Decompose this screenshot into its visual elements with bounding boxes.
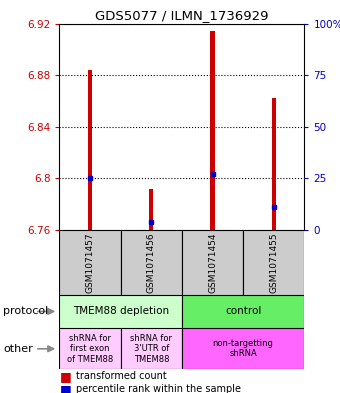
Bar xyxy=(59,230,121,295)
Bar xyxy=(210,31,215,230)
Text: transformed count: transformed count xyxy=(76,371,167,381)
Bar xyxy=(88,70,92,230)
Bar xyxy=(121,328,182,369)
Text: GSM1071455: GSM1071455 xyxy=(269,232,278,293)
Bar xyxy=(149,189,153,230)
Text: protocol: protocol xyxy=(3,307,49,316)
Text: shRNA for
3'UTR of
TMEM88: shRNA for 3'UTR of TMEM88 xyxy=(130,334,172,364)
Text: control: control xyxy=(225,307,261,316)
Bar xyxy=(182,328,304,369)
Text: shRNA for
first exon
of TMEM88: shRNA for first exon of TMEM88 xyxy=(67,334,113,364)
Text: ■: ■ xyxy=(59,369,71,383)
Bar xyxy=(182,230,243,295)
Text: GSM1071457: GSM1071457 xyxy=(86,232,95,293)
Text: ■: ■ xyxy=(59,382,71,393)
Bar xyxy=(182,295,304,328)
Bar xyxy=(243,230,304,295)
Text: non-targetting
shRNA: non-targetting shRNA xyxy=(212,339,274,358)
Text: GSM1071456: GSM1071456 xyxy=(147,232,156,293)
Bar xyxy=(59,328,121,369)
Text: GSM1071454: GSM1071454 xyxy=(208,232,217,292)
Text: TMEM88 depletion: TMEM88 depletion xyxy=(73,307,169,316)
Title: GDS5077 / ILMN_1736929: GDS5077 / ILMN_1736929 xyxy=(95,9,269,22)
Text: percentile rank within the sample: percentile rank within the sample xyxy=(76,384,241,393)
Bar xyxy=(272,98,276,230)
Text: other: other xyxy=(3,344,33,354)
Bar xyxy=(59,295,182,328)
Bar xyxy=(121,230,182,295)
